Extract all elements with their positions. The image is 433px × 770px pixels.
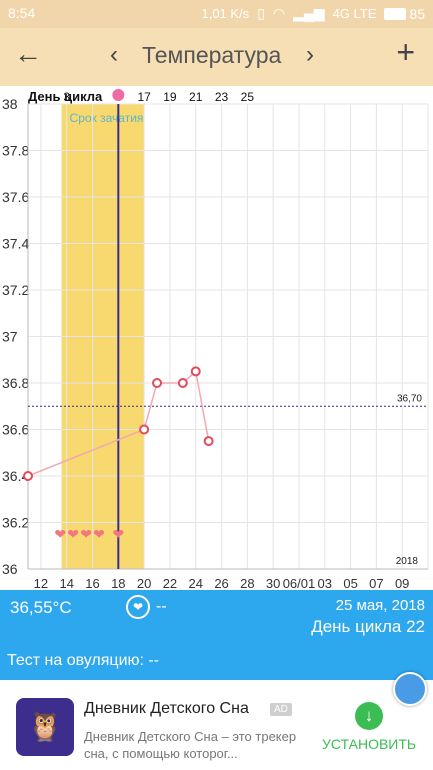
x-tick-label: 05 <box>343 576 357 591</box>
y-tick-label: 38 <box>2 96 18 112</box>
heart-icon: ❤ <box>93 527 105 543</box>
x-tick-label: 12 <box>34 576 48 591</box>
download-icon[interactable]: ↓ <box>355 702 383 730</box>
ad-description: Дневник Детского Сна – это трекер сна, с… <box>84 729 297 761</box>
app-icon[interactable]: 🦉 <box>16 698 74 756</box>
x-tick-label: 03 <box>318 576 332 591</box>
selected-date: 25 мая, 2018 <box>335 597 425 614</box>
status-bar: 8:54 1,01 K/s ▯ ◠ ▂▄▆ 4G LTE 85 <box>0 0 433 28</box>
plus-icon[interactable]: + <box>396 34 415 70</box>
cycle-tick-label: 19 <box>163 90 177 104</box>
install-button[interactable]: УСТАНОВИТЬ <box>322 736 417 752</box>
battery-icon: 85 <box>384 6 425 22</box>
cycle-tick-label: 21 <box>189 90 203 104</box>
cycle-day: День цикла 22 <box>311 617 425 636</box>
cycle-tick-label: 3 <box>63 90 70 104</box>
y-tick-label: 36.2 <box>2 515 29 531</box>
network-speed: 1,01 K/s <box>201 6 250 21</box>
selected-temperature: 36,55°C <box>10 598 72 617</box>
floating-button[interactable] <box>393 672 427 706</box>
heart-icon: ❤ <box>67 527 79 543</box>
battery-level: 85 <box>409 5 425 22</box>
x-tick-label: 24 <box>189 576 203 591</box>
chevron-left-icon[interactable]: ‹ <box>110 41 118 68</box>
heart-icon: ❤ <box>80 527 92 543</box>
year-label: 2018 <box>396 556 419 567</box>
ovulation-test-bar[interactable]: Тест на овуляцию: -- <box>0 642 433 680</box>
x-tick-label: 30 <box>266 576 280 591</box>
heart-icon[interactable]: ❤ <box>126 595 150 619</box>
x-tick-label: 14 <box>59 576 73 591</box>
ad-badge: AD <box>270 703 292 716</box>
network-type: 4G LTE <box>332 6 377 21</box>
x-tick-label: 22 <box>163 576 177 591</box>
clock: 8:54 <box>8 5 36 21</box>
temperature-point <box>203 436 214 447</box>
y-tick-label: 37.6 <box>2 189 29 205</box>
x-tick-label: 26 <box>214 576 228 591</box>
x-tick-label: 20 <box>137 576 151 591</box>
vibrate-icon: ▯ <box>257 5 265 21</box>
app-bar: ← ‹ Температура › + <box>0 28 433 86</box>
temperature-line <box>27 369 210 477</box>
y-tick-label: 37.8 <box>2 143 29 159</box>
temperature-point <box>177 378 188 388</box>
temperature-chart[interactable]: Срок зачатия 38 37.8 37.6 37.4 37.2 37 36.8 36.6… <box>0 86 433 596</box>
chevron-right-icon[interactable]: › <box>306 41 314 68</box>
coverline-label: 36,70 <box>397 393 422 404</box>
y-tick-label: 37.4 <box>2 236 29 252</box>
heart-icon: ❤ <box>54 527 66 543</box>
fertile-window-label: Срок зачатия <box>70 111 144 125</box>
heart-icon: ❤ <box>112 527 124 543</box>
cycle-tick-label: 25 <box>241 90 255 104</box>
ovulation-test-label: Тест на овуляцию: -- <box>7 652 160 669</box>
x-tick-label: 16 <box>85 576 99 591</box>
y-tick-label: 37.2 <box>2 282 29 298</box>
x-tick-label: 09 <box>395 576 409 591</box>
x-tick-label: 07 <box>369 576 383 591</box>
ovulation-marker-icon <box>112 89 125 101</box>
temperature-point <box>190 366 201 377</box>
cycle-tick-label: 23 <box>215 90 229 104</box>
signal-icon: ▂▄▆ <box>293 5 325 21</box>
y-tick-label: 36.8 <box>2 375 29 391</box>
x-tick-label: 06/01 <box>283 576 316 591</box>
cycle-tick-label: 17 <box>137 90 151 104</box>
heart-value: -- <box>156 598 167 615</box>
y-tick-label: 36.6 <box>2 422 29 438</box>
y-tick-label: 36.4 <box>2 468 29 484</box>
cycle-axis-label: День цикла <box>28 89 103 104</box>
page-title: Температура <box>142 42 282 68</box>
y-tick-label: 36 <box>2 561 18 577</box>
arrow-left-icon[interactable]: ← <box>14 38 42 69</box>
ad-banner[interactable]: 🦉 Дневник Детского Сна AD Дневник Детско… <box>0 680 433 770</box>
y-tick-label: 37 <box>2 329 18 345</box>
x-tick-label: 28 <box>240 576 254 591</box>
wifi-icon: ◠ <box>272 5 286 21</box>
temperature-point <box>139 424 150 435</box>
temperature-point <box>152 378 163 388</box>
temperature-point <box>23 471 33 481</box>
ad-title[interactable]: Дневник Детского Сна <box>84 700 249 717</box>
info-bar: 36,55°C ❤ -- 25 мая, 2018 День цикла 22 <box>0 590 433 642</box>
x-tick-label: 18 <box>111 576 125 591</box>
